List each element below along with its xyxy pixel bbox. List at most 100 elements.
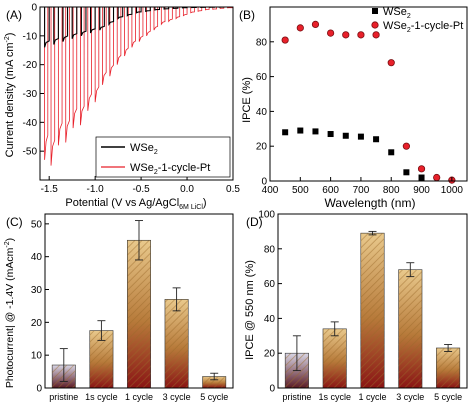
legend-pt-text: WSe2-1-cycle-Pt xyxy=(130,162,210,176)
x-tick-label: 400 xyxy=(262,185,279,196)
y-tick-label: 20 xyxy=(264,349,276,360)
panel-c-frame xyxy=(44,213,234,389)
panel-d-frame xyxy=(277,213,468,389)
bar-hatch xyxy=(202,376,226,388)
bar-hatch xyxy=(164,299,189,388)
y-tick-label: 0 xyxy=(36,384,42,395)
panel-c: (C) Photocurrent| @ -1.4V (mAcm-2) prist… xyxy=(4,213,234,402)
point-WSe2-1-cycle-Pt xyxy=(327,29,335,37)
x-category-label: 1s cycle xyxy=(318,392,351,402)
svg-text:Current density (mA cm-2): Current density (mA cm-2) xyxy=(4,33,16,158)
point-WSe2-1-cycle-Pt xyxy=(402,142,410,150)
y-tick-label: 30 xyxy=(31,285,43,296)
x-category-label: 3 cycle xyxy=(396,392,424,402)
x-tick-label: 600 xyxy=(322,185,339,196)
y-tick-label: 20 xyxy=(31,318,43,329)
panel-b-label: (B) xyxy=(239,8,255,22)
x-category-label: 5 cycle xyxy=(200,392,228,402)
point-WSe2-1-cycle-Pt xyxy=(342,31,350,39)
point-WSe2 xyxy=(403,169,410,176)
point-WSe2-1-cycle-Pt xyxy=(281,36,289,44)
series-line-WSe2-1-cycle-Pt xyxy=(44,7,233,166)
bar-hatch xyxy=(322,328,347,388)
x-tick-label: 0.0 xyxy=(180,184,194,195)
y-tick-label: -10 xyxy=(23,31,38,42)
legend-wse2-marker xyxy=(372,8,378,14)
bar-hatch xyxy=(127,240,151,388)
x-tick-label: 800 xyxy=(383,185,400,196)
panel-a: (A) Current density (mA cm-2) -1.5 -1.0 -0… xyxy=(4,3,240,212)
panel-c-y-axis-label: Photocurrent| @ -1.4V (mAcm-2) xyxy=(4,238,16,388)
point-WSe2 xyxy=(388,149,395,156)
x-category-label: 1 cycle xyxy=(358,392,386,402)
x-tick-label: 1000 xyxy=(441,185,464,196)
x-tick-label: -1.0 xyxy=(87,184,105,195)
panel-a-legend: WSe2 WSe2-1-cycle-Pt xyxy=(95,136,231,178)
point-WSe2-1-cycle-Pt xyxy=(357,31,365,39)
x-category-label: pristine xyxy=(282,392,311,402)
y-tick-label: 0 xyxy=(261,177,267,188)
panel-b-x-axis-label: Wavelength (nm) xyxy=(325,196,416,210)
point-WSe2-1-cycle-Pt xyxy=(311,20,320,28)
point-WSe2-1-cycle-Pt xyxy=(433,173,441,182)
panel-b-legend: WSe2 WSe2-1-cycle-Pt xyxy=(371,6,463,34)
bar-hatch xyxy=(436,347,460,388)
y-tick-label: 20 xyxy=(256,142,268,153)
y-tick-label: -50 xyxy=(23,147,38,158)
point-WSe2 xyxy=(342,132,349,139)
panel-d-y-axis-label: IPCE @ 550 nm (%) xyxy=(244,260,256,360)
y-tick-label: 0 xyxy=(31,3,37,14)
panel-a-y-axis-label: Current density (mA cm-2) xyxy=(4,33,16,158)
y-tick-label: 80 xyxy=(256,37,268,48)
y-tick-label: 100 xyxy=(258,210,275,221)
panel-b-frame xyxy=(269,6,468,182)
legend-pt-marker xyxy=(371,21,379,29)
panel-a-x-axis-label: Potential (V vs Ag/AgCl6M LiCl) xyxy=(65,197,206,211)
panel-b-y-axis-label: IPCE (%) xyxy=(241,77,253,123)
point-WSe2-1-cycle-Pt xyxy=(417,165,426,173)
x-category-label: 1s cycle xyxy=(85,392,118,402)
point-WSe2 xyxy=(297,127,304,134)
x-category-label: 1 cycle xyxy=(125,392,153,402)
panel-c-label: (C) xyxy=(6,215,23,229)
x-tick-label: 700 xyxy=(353,185,370,196)
bar-hatch xyxy=(89,330,114,388)
y-tick-label: -20 xyxy=(23,60,38,71)
y-tick-label: 60 xyxy=(256,72,268,83)
panel-a-label: (A) xyxy=(6,8,22,22)
y-tick-label: 0 xyxy=(269,384,275,395)
point-WSe2 xyxy=(312,128,319,135)
x-tick-label: 500 xyxy=(292,185,309,196)
panel-b: (B) IPCE (%) 400 500 600 700 800 900 1000 0 20 40… xyxy=(239,6,468,210)
x-tick-label: -1.5 xyxy=(41,184,59,195)
y-tick-label: 50 xyxy=(31,219,43,230)
y-tick-label: 40 xyxy=(256,107,268,118)
x-tick-label: 0.5 xyxy=(226,184,240,195)
y-tick-label: 10 xyxy=(31,351,43,362)
x-category-label: 3 cycle xyxy=(163,392,191,402)
point-WSe2 xyxy=(282,129,289,136)
series-line-WSe2 xyxy=(44,7,233,48)
panel-d: (D) IPCE @ 550 nm (%) pristine 1s cycle 1 … xyxy=(244,210,468,402)
y-tick-label: 40 xyxy=(31,252,43,263)
x-tick-label: 900 xyxy=(413,185,430,196)
legend-wse2-text: WSe2 xyxy=(130,142,158,156)
bar-hatch xyxy=(360,233,385,388)
point-WSe2-1-cycle-Pt xyxy=(296,24,304,32)
y-tick-label: 80 xyxy=(264,244,276,255)
point-WSe2-1-cycle-Pt xyxy=(387,59,395,67)
legend-pt-text: WSe2-1-cycle-Pt xyxy=(383,20,463,34)
point-WSe2 xyxy=(327,131,334,138)
x-category-label: 5 cycle xyxy=(434,392,462,402)
x-tick-label: -0.5 xyxy=(132,184,150,195)
point-WSe2 xyxy=(357,133,364,140)
point-WSe2-1-cycle-Pt xyxy=(372,31,380,39)
point-WSe2 xyxy=(373,136,380,143)
x-category-label: pristine xyxy=(49,392,78,402)
y-tick-label: -30 xyxy=(23,89,38,100)
legend-wse2-text: WSe2 xyxy=(383,6,411,20)
y-tick-label: -40 xyxy=(23,118,38,129)
y-tick-label: 40 xyxy=(264,314,276,325)
bar-hatch xyxy=(398,269,423,388)
